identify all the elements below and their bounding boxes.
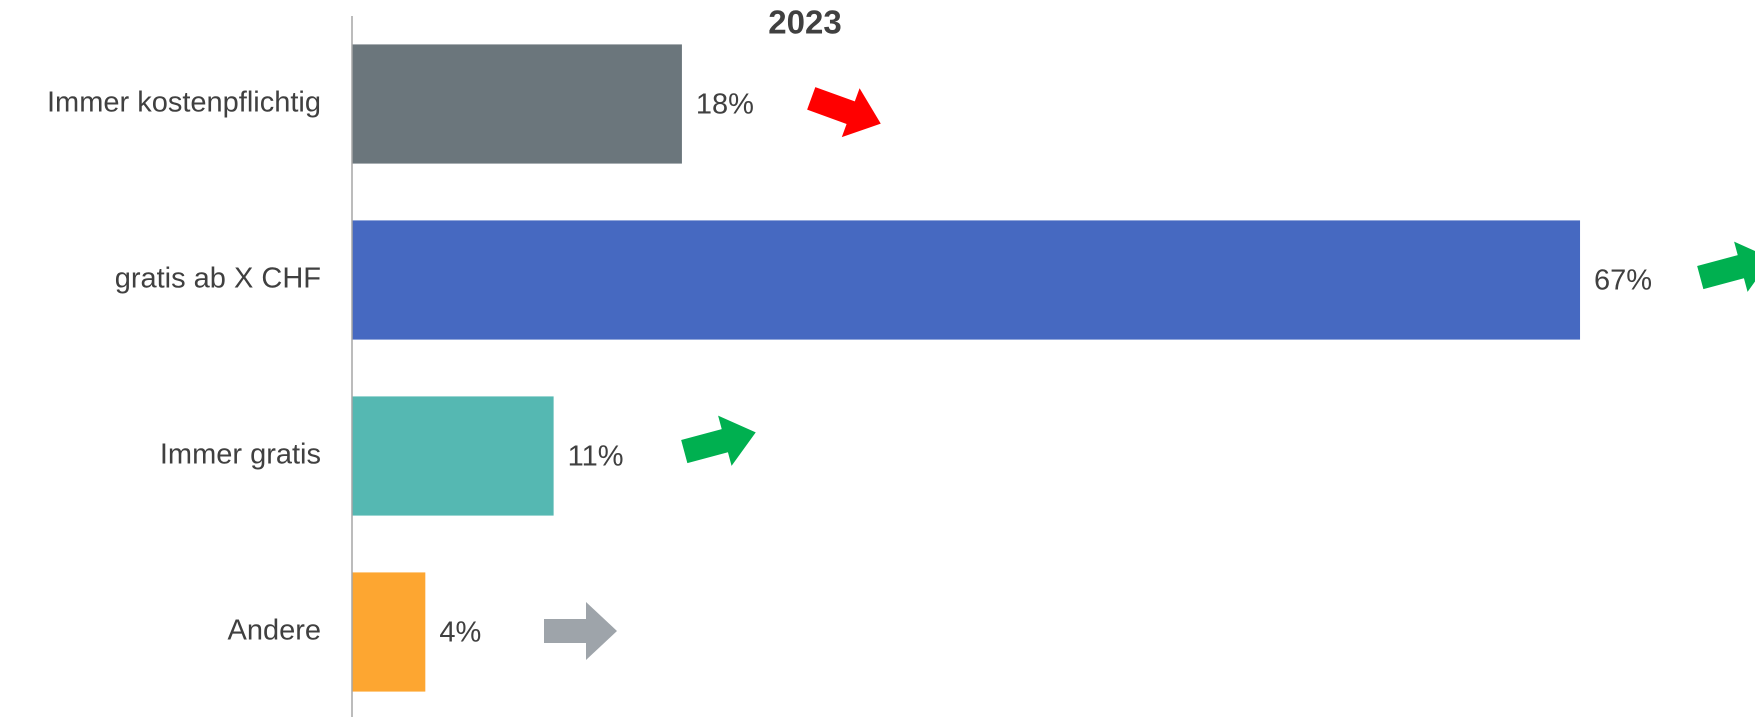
trend-arrows — [544, 87, 1755, 660]
trend-arrow-down — [807, 87, 881, 138]
bar — [352, 396, 554, 516]
chart-title: 2023 — [768, 4, 841, 41]
value-label: 18% — [696, 89, 754, 121]
value-label: 67% — [1594, 265, 1652, 297]
y-tick-label: Immer kostenpflichtig — [47, 87, 321, 119]
bar — [352, 572, 426, 692]
y-tick-label: Andere — [227, 615, 321, 647]
trend-arrow-up — [681, 415, 756, 466]
trend-arrow-up — [1697, 241, 1755, 292]
bar — [352, 44, 682, 164]
value-label: 11% — [568, 441, 624, 473]
bar — [352, 220, 1581, 340]
y-tick-label: gratis ab X CHF — [115, 263, 321, 295]
value-label: 4% — [439, 617, 481, 649]
trend-arrow-flat — [544, 602, 617, 660]
y-tick-label: Immer gratis — [160, 439, 321, 471]
